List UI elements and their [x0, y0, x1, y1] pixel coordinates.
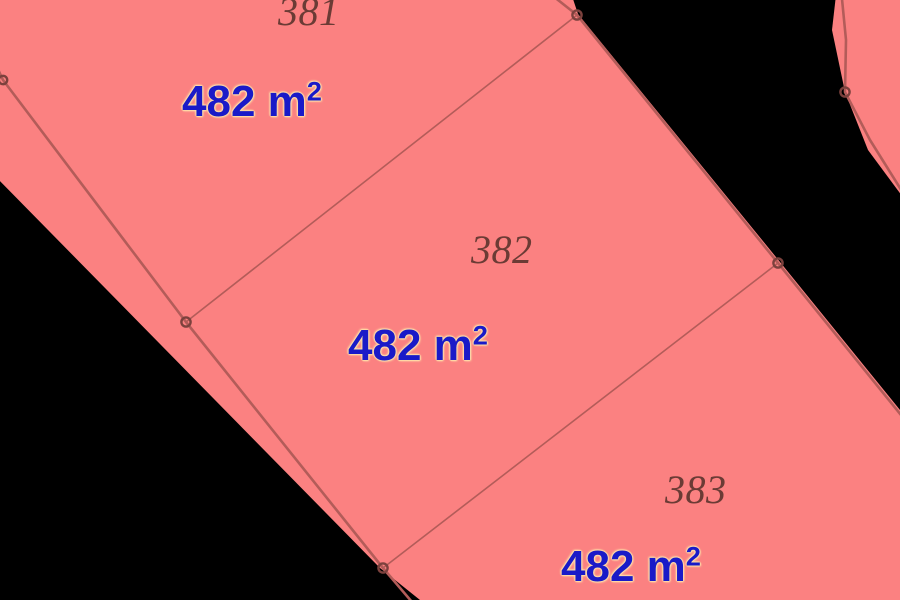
vertex-node-group [0, 9, 851, 574]
vertex-corner-parcel-node[interactable] [839, 86, 851, 98]
divider-381-382 [185, 14, 578, 323]
vertex-left-upper-node[interactable] [0, 74, 9, 86]
divider-382-383 [382, 262, 779, 569]
vertex-left-mid-node[interactable] [180, 316, 192, 328]
corner-parcel-fill[interactable] [832, 0, 900, 200]
corner-parcel-boundary [840, 0, 900, 191]
vertex-right-upper-node[interactable] [571, 9, 583, 21]
vertex-left-lower-node[interactable] [377, 562, 389, 574]
strip-right-boundary [555, 0, 900, 416]
vertex-right-mid-node[interactable] [772, 257, 784, 269]
